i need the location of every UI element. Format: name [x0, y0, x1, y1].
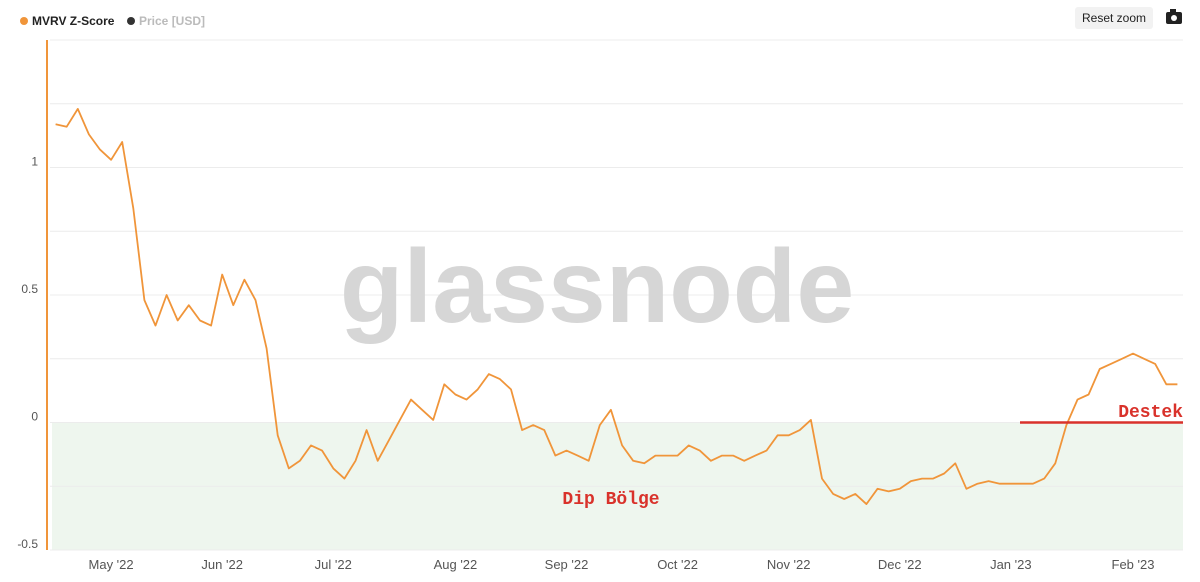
x-tick-label: Aug '22	[434, 557, 478, 572]
plot: -0.5 0 0.5 1 May '22 Jun '22 Jul '22 Aug '22 Sep…	[17, 39, 1183, 572]
x-tick-label: Jun '22	[201, 557, 243, 572]
x-tick-label: Jan '23	[990, 557, 1032, 572]
x-tick-label: Oct '22	[657, 557, 698, 572]
camera-top[interactable]	[1170, 9, 1176, 13]
legend-dot	[20, 17, 28, 25]
button-label[interactable]: Reset zoom	[1082, 11, 1146, 25]
reset-zoom-button[interactable]: Reset zoom	[1075, 7, 1153, 29]
x-tick-label: Sep '22	[545, 557, 589, 572]
y-tick-label: -0.5	[17, 537, 38, 551]
camera-icon[interactable]	[1166, 9, 1182, 24]
y-tick-label: 0	[31, 410, 38, 424]
watermark: glassnode	[340, 229, 854, 345]
x-tick-label: Jul '22	[315, 557, 352, 572]
camera-lens[interactable]	[1171, 15, 1177, 21]
x-tick-label: Nov '22	[767, 557, 811, 572]
legend-label: Price [USD]	[139, 14, 205, 28]
annotation: Dip Bölge	[562, 490, 659, 510]
x-tick-label: Feb '23	[1112, 557, 1155, 572]
legend-dot	[127, 17, 135, 25]
support-label: Destek	[1118, 403, 1183, 423]
line	[55, 108, 1178, 505]
y-tick-label: 1	[31, 155, 38, 169]
y-tick-label: 0.5	[21, 282, 38, 296]
x-tick-label: May '22	[89, 557, 134, 572]
x-tick-label: Dec '22	[878, 557, 922, 572]
button-bg[interactable]	[1075, 7, 1153, 29]
legend-label: MVRV Z-Score	[32, 14, 115, 28]
